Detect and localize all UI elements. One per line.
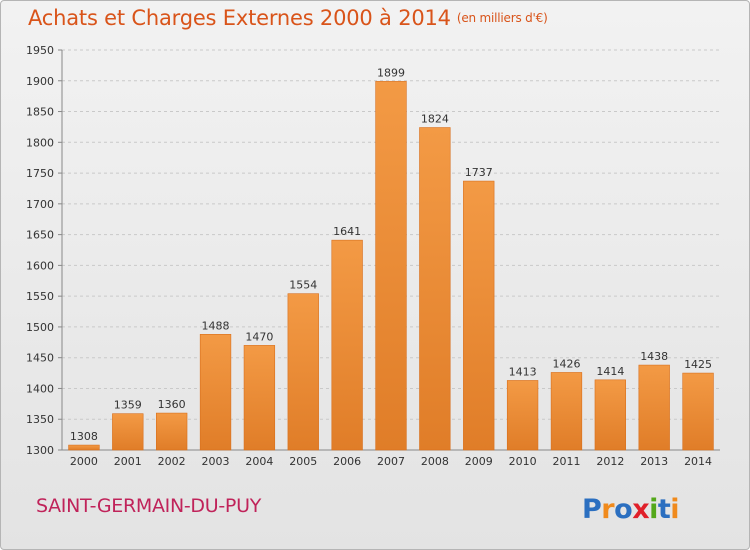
y-tick-label-1850: 1850 [26, 106, 54, 119]
value-label-2010: 1413 [509, 365, 537, 378]
bar-2005 [287, 293, 319, 451]
value-label-2000: 1308 [70, 430, 98, 443]
x-tick-label-2013: 2013 [640, 455, 668, 468]
logo-text: Proxiti [582, 494, 679, 525]
value-label-2003: 1488 [202, 319, 230, 332]
proxiti-logo: Proxiti [582, 494, 680, 525]
bar-2010 [506, 380, 539, 451]
x-tick-labels: 2000 2001 2002 2003 2004 2005 2006 2007 2008 2009… [70, 455, 712, 468]
chart-title-text: Achats et Charges Externes 2000 à 2014 [28, 6, 451, 30]
y-tick-label-1800: 1800 [26, 136, 54, 149]
value-label-2007: 1899 [377, 66, 405, 79]
bar-2007 [375, 81, 407, 451]
y-tick-label-1450: 1450 [26, 352, 54, 365]
x-tick-label-2012: 2012 [596, 455, 624, 468]
bar-2001 [112, 413, 144, 451]
bar-2000 [68, 444, 100, 451]
bar-2014 [682, 372, 714, 451]
x-tick-label-2007: 2007 [377, 455, 405, 468]
y-tick-label-1700: 1700 [26, 198, 54, 211]
value-label-2014: 1425 [684, 358, 712, 371]
bar-2011 [550, 372, 583, 451]
bars [68, 81, 714, 451]
commune-name: SAINT-GERMAIN-DU-PUY [36, 495, 261, 517]
bar-2002 [156, 412, 188, 451]
x-tick-label-2010: 2010 [509, 455, 537, 468]
chart-subtitle: (en milliers d'€) [456, 11, 548, 25]
y-tick-label-1900: 1900 [26, 75, 54, 88]
x-tick-label-2003: 2003 [202, 455, 230, 468]
y-tick-label-1750: 1750 [26, 167, 54, 180]
y-tick-label-1600: 1600 [26, 259, 54, 272]
y-tick-label-1350: 1350 [26, 413, 54, 426]
bar-2004 [243, 345, 276, 451]
y-tick-labels: 1300 1350 1400 1450 1500 1550 1600 1650 1700 1750… [26, 44, 54, 457]
bar-2008 [419, 127, 451, 451]
bar-2003 [199, 334, 232, 451]
y-tick-label-1550: 1550 [26, 290, 54, 303]
value-label-2012: 1414 [596, 365, 624, 378]
y-tick-label-1650: 1650 [26, 229, 54, 242]
x-tick-label-2005: 2005 [289, 455, 317, 468]
value-labels: 1308 1359 1360 1488 1470 1554 1641 1899 1824 1737… [70, 66, 712, 443]
x-tick-label-2004: 2004 [245, 455, 273, 468]
x-tick-label-2006: 2006 [333, 455, 361, 468]
value-label-2011: 1426 [552, 357, 580, 370]
x-tick-label-2002: 2002 [158, 455, 186, 468]
x-tick-label-2001: 2001 [114, 455, 142, 468]
value-label-2006: 1641 [333, 225, 361, 238]
x-tick-label-2009: 2009 [465, 455, 493, 468]
value-label-2009: 1737 [465, 166, 493, 179]
value-label-2013: 1438 [640, 350, 668, 363]
x-tick-label-2014: 2014 [684, 455, 712, 468]
x-tick-label-2000: 2000 [70, 455, 98, 468]
value-label-2008: 1824 [421, 113, 449, 126]
value-label-2005: 1554 [289, 279, 317, 292]
bar-2013 [638, 364, 670, 451]
y-tick-label-1950: 1950 [26, 44, 54, 57]
x-tick-label-2011: 2011 [552, 455, 580, 468]
y-tick-label-1400: 1400 [26, 382, 54, 395]
y-tick-label-1500: 1500 [26, 321, 54, 334]
value-label-2004: 1470 [245, 330, 273, 343]
value-label-2002: 1360 [158, 398, 186, 411]
bar-2009 [463, 180, 495, 451]
chart-title: Achats et Charges Externes 2000 à 2014 (e… [28, 6, 548, 30]
bar-2012 [594, 379, 626, 451]
x-tick-label-2008: 2008 [421, 455, 449, 468]
y-tick-label-1300: 1300 [26, 444, 54, 457]
bar-2006 [331, 239, 363, 451]
value-label-2001: 1359 [114, 399, 142, 412]
